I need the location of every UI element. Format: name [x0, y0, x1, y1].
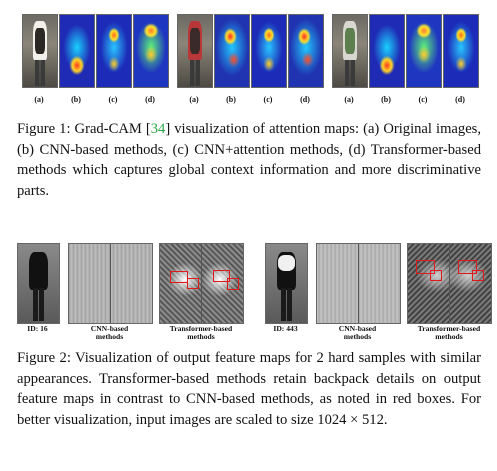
fig1-g1-original-image [22, 14, 58, 88]
fig2-left-cnn-feature-map [68, 243, 153, 324]
fig2-right-redbox-1 [416, 260, 435, 274]
figure-1-caption-prefix: Figure 1: Grad-CAM [ [17, 121, 151, 137]
figure-1-caption-rest: ] visualization of attention maps: (a) O… [17, 121, 482, 199]
figure-1-caption: Figure 1: Grad-CAM [34] visualization of… [17, 119, 481, 201]
fig1-g2-label-a: (a) [189, 95, 199, 104]
fig2-right-transformer-label: Transformer-based methods [417, 324, 481, 341]
fig2-left-redbox-4 [227, 278, 239, 290]
fig1-g1-transformer-heatmap [133, 14, 169, 88]
figure-1-citation-link[interactable]: 34 [150, 121, 166, 137]
fig1-g2-label-d: (d) [300, 95, 310, 104]
fig1-g2-label-b: (b) [226, 95, 236, 104]
fig1-g2-original-image [177, 14, 213, 88]
fig1-g3-label-b: (b) [381, 95, 391, 104]
fig1-g1-label-c: (c) [108, 95, 118, 104]
fig2-left-redbox-3 [213, 270, 230, 282]
figure-2-right-panel: ID: 443 CNN-based methods Transformer-ba… [250, 238, 497, 341]
fig1-g1-cnn-attention-heatmap [96, 14, 132, 88]
fig2-right-cnn-feature-map [316, 243, 401, 324]
fig2-left-transformer-label: Transformer-based methods [169, 324, 233, 341]
fig2-left-id-label: ID: 16 [27, 324, 48, 333]
fig1-g3-cnn-attention-heatmap [406, 14, 442, 88]
fig2-right-redbox-2 [430, 270, 442, 281]
fig1-g3-label-a: (a) [344, 95, 354, 104]
fig1-g1-label-d: (d) [145, 95, 155, 104]
fig1-g2-cnn-attention-heatmap [251, 14, 287, 88]
figure-2-left-panel: ID: 16 CNN-based methods Transformer-bas… [0, 238, 250, 341]
fig2-left-cnn-label: CNN-based methods [90, 324, 129, 341]
fig2-left-redbox-2 [187, 278, 199, 289]
fig2-right-cnn-label: CNN-based methods [338, 324, 377, 341]
fig2-right-input-image [265, 243, 308, 324]
fig1-g1-label-a: (a) [34, 95, 44, 104]
fig2-right-redbox-3 [458, 260, 477, 274]
fig2-left-redbox-1 [170, 271, 188, 283]
fig1-g2-transformer-heatmap [288, 14, 324, 88]
fig1-g1-label-b: (b) [71, 95, 81, 104]
fig1-g3-cnn-heatmap [369, 14, 405, 88]
figure-1-images: (a) (b) (c) (d) (a) (b) (c) (d) (a) (b) … [0, 0, 497, 110]
fig1-g2-label-c: (c) [263, 95, 273, 104]
fig1-g3-label-c: (c) [418, 95, 428, 104]
fig2-left-input-image [17, 243, 60, 324]
fig2-left-transformer-feature-map [159, 243, 244, 324]
fig2-right-id-label: ID: 443 [273, 324, 298, 333]
fig1-g3-label-d: (d) [455, 95, 465, 104]
fig1-g3-transformer-heatmap [443, 14, 479, 88]
fig1-g3-original-image [332, 14, 368, 88]
figure-2-caption: Figure 2: Visualization of output featur… [17, 350, 481, 428]
fig2-right-redbox-4 [472, 270, 484, 281]
fig1-g2-cnn-heatmap [214, 14, 250, 88]
fig2-right-transformer-feature-map [407, 243, 492, 324]
fig1-g1-cnn-heatmap [59, 14, 95, 88]
